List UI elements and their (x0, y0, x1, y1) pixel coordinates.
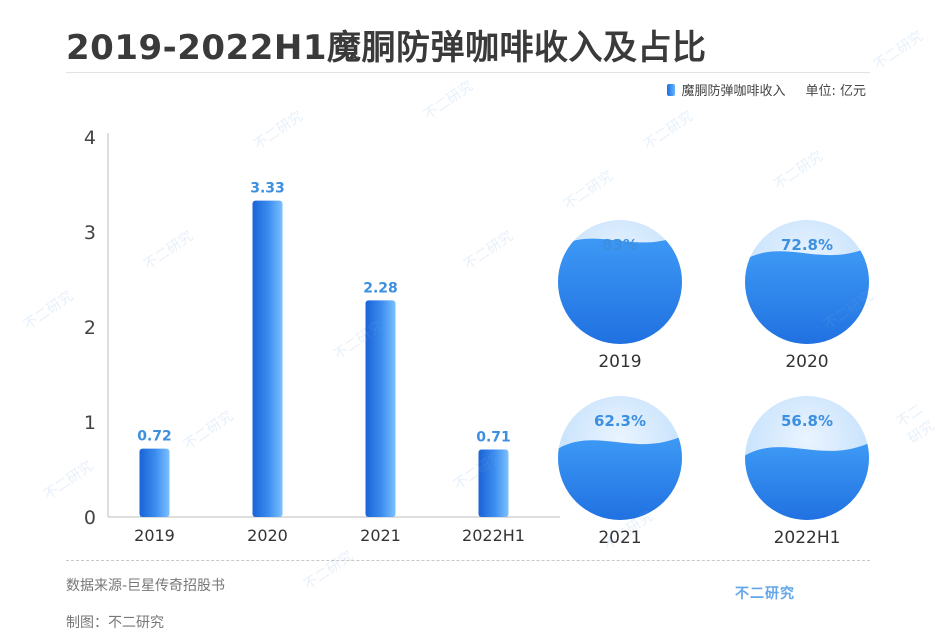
share-value-label: 56.8% (781, 412, 833, 430)
x-tick-label: 2019 (134, 526, 175, 545)
legend: 魔胴防弹咖啡收入 单位: 亿元 (667, 80, 866, 99)
footer-divider (66, 560, 870, 561)
y-tick-label: 0 (84, 507, 96, 529)
brand-logo: 不二研究 (735, 586, 795, 602)
data-source: 数据来源-巨星传奇招股书 (66, 578, 226, 594)
share-year-label: 2019 (598, 352, 641, 372)
title-divider (66, 72, 870, 73)
x-tick-label: 2020 (247, 526, 288, 545)
share-value-label: 62.3% (594, 412, 646, 430)
y-tick-label: 3 (84, 222, 96, 244)
x-tick-label: 2022H1 (462, 526, 525, 545)
chart-title: 2019-2022H1魔胴防弹咖啡收入及占比 (66, 28, 707, 68)
share-wave-fill (745, 244, 869, 344)
chart-maker: 制图：不二研究 (66, 615, 164, 631)
bar (252, 200, 283, 517)
y-tick-label: 2 (84, 317, 96, 339)
bar (139, 448, 170, 517)
bar (365, 300, 396, 517)
bar-value-label: 0.71 (476, 430, 511, 446)
x-tick-label: 2021 (360, 526, 401, 545)
share-wave-fill (558, 232, 682, 344)
bar-value-label: 2.28 (363, 280, 398, 296)
bar-value-label: 0.72 (137, 429, 172, 445)
legend-unit: 单位: 亿元 (805, 84, 866, 99)
bar (478, 449, 509, 517)
share-year-label: 2022H1 (774, 528, 841, 548)
y-tick-label: 1 (84, 412, 96, 434)
share-year-label: 2020 (785, 352, 828, 372)
share-value-label: 83% (602, 236, 638, 254)
bar-value-label: 3.33 (250, 181, 285, 197)
legend-series-label: 魔胴防弹咖啡收入 (681, 84, 786, 99)
share-wave-fill (745, 440, 869, 520)
share-year-label: 2021 (598, 528, 641, 548)
legend-swatch (667, 83, 676, 96)
share-value-label: 72.8% (781, 236, 833, 254)
y-tick-label: 4 (84, 127, 96, 149)
share-wave-fill (558, 433, 682, 520)
